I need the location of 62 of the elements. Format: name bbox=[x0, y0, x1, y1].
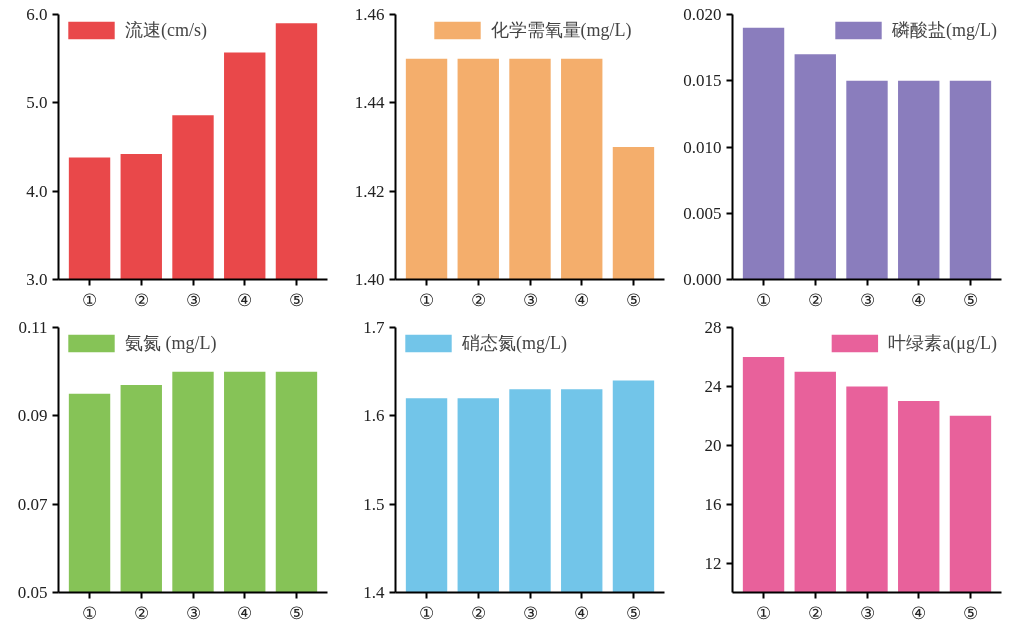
x-tick-label: ④ bbox=[574, 603, 590, 623]
x-tick-label: ⑤ bbox=[288, 290, 304, 310]
y-tick-label: 24 bbox=[704, 376, 722, 396]
x-tick-label: ⑤ bbox=[625, 290, 641, 310]
x-tick-label: ② bbox=[470, 290, 486, 310]
y-tick-label: 1.42 bbox=[354, 181, 385, 201]
y-tick-label: 20 bbox=[704, 435, 722, 455]
x-tick-label: ③ bbox=[859, 290, 875, 310]
y-tick-label: 0.020 bbox=[683, 5, 722, 24]
x-tick-label: ③ bbox=[522, 290, 538, 310]
x-tick-label: ② bbox=[807, 603, 823, 623]
y-tick-label: 3.0 bbox=[26, 270, 48, 289]
x-tick-label: ④ bbox=[911, 290, 927, 310]
x-tick-label: ⑤ bbox=[288, 603, 304, 623]
y-tick-label: 16 bbox=[704, 494, 722, 514]
x-tick-label: ② bbox=[807, 290, 823, 310]
x-tick-label: ① bbox=[82, 290, 98, 310]
x-tick-label: ③ bbox=[185, 603, 201, 623]
y-tick-label: 12 bbox=[704, 553, 722, 573]
y-tick-label: 5.0 bbox=[26, 93, 48, 113]
y-tick-label: 1.5 bbox=[363, 494, 385, 514]
y-tick-label: 6.0 bbox=[26, 5, 48, 24]
x-tick-label: ① bbox=[82, 603, 98, 623]
y-tick-label: 28 bbox=[704, 318, 722, 337]
legend-label: 硝态氮(mg/L) bbox=[462, 332, 567, 355]
y-tick-label: 4.0 bbox=[26, 181, 48, 201]
y-tick-label: 1.4 bbox=[363, 583, 385, 602]
x-tick-label: ④ bbox=[911, 603, 927, 623]
legend-label: 流速(cm/s) bbox=[125, 19, 207, 42]
y-tick-label: 0.000 bbox=[683, 270, 722, 289]
x-tick-label: ④ bbox=[237, 603, 253, 623]
x-tick-label: ① bbox=[756, 603, 772, 623]
y-tick-label: 0.07 bbox=[17, 494, 48, 514]
x-tick-label: ① bbox=[756, 290, 772, 310]
legend-label: 磷酸盐(mg/L) bbox=[892, 19, 997, 42]
y-tick-label: 1.7 bbox=[363, 318, 385, 337]
x-tick-label: ③ bbox=[522, 603, 538, 623]
x-tick-label: ④ bbox=[574, 290, 590, 310]
y-tick-label: 1.6 bbox=[363, 406, 385, 426]
legend-label: 化学需氧量(mg/L) bbox=[490, 19, 632, 42]
x-tick-label: ② bbox=[133, 290, 149, 310]
x-tick-label: ⑤ bbox=[962, 603, 978, 623]
x-tick-label: ⑤ bbox=[962, 290, 978, 310]
x-tick-label: ③ bbox=[859, 603, 875, 623]
y-tick-label: 0.11 bbox=[18, 318, 48, 337]
y-tick-label: 0.015 bbox=[683, 71, 722, 91]
x-tick-label: ① bbox=[419, 603, 435, 623]
y-tick-label: 0.09 bbox=[17, 406, 48, 426]
y-tick-label: 1.46 bbox=[354, 5, 385, 24]
x-tick-label: ③ bbox=[185, 290, 201, 310]
x-tick-label: ② bbox=[470, 603, 486, 623]
y-tick-label: 0.010 bbox=[683, 137, 722, 157]
x-tick-label: ⑤ bbox=[625, 603, 641, 623]
legend-label: 叶绿素a(μg/L) bbox=[888, 332, 997, 355]
y-tick-label: 0.05 bbox=[17, 583, 48, 602]
x-tick-label: ① bbox=[419, 290, 435, 310]
y-tick-label: 1.44 bbox=[354, 93, 385, 113]
x-tick-label: ② bbox=[133, 603, 149, 623]
y-tick-label: 1.40 bbox=[354, 270, 385, 289]
y-tick-label: 0.005 bbox=[683, 203, 722, 223]
legend-label: 氨氮 (mg/L) bbox=[125, 332, 217, 355]
x-tick-label: ④ bbox=[237, 290, 253, 310]
